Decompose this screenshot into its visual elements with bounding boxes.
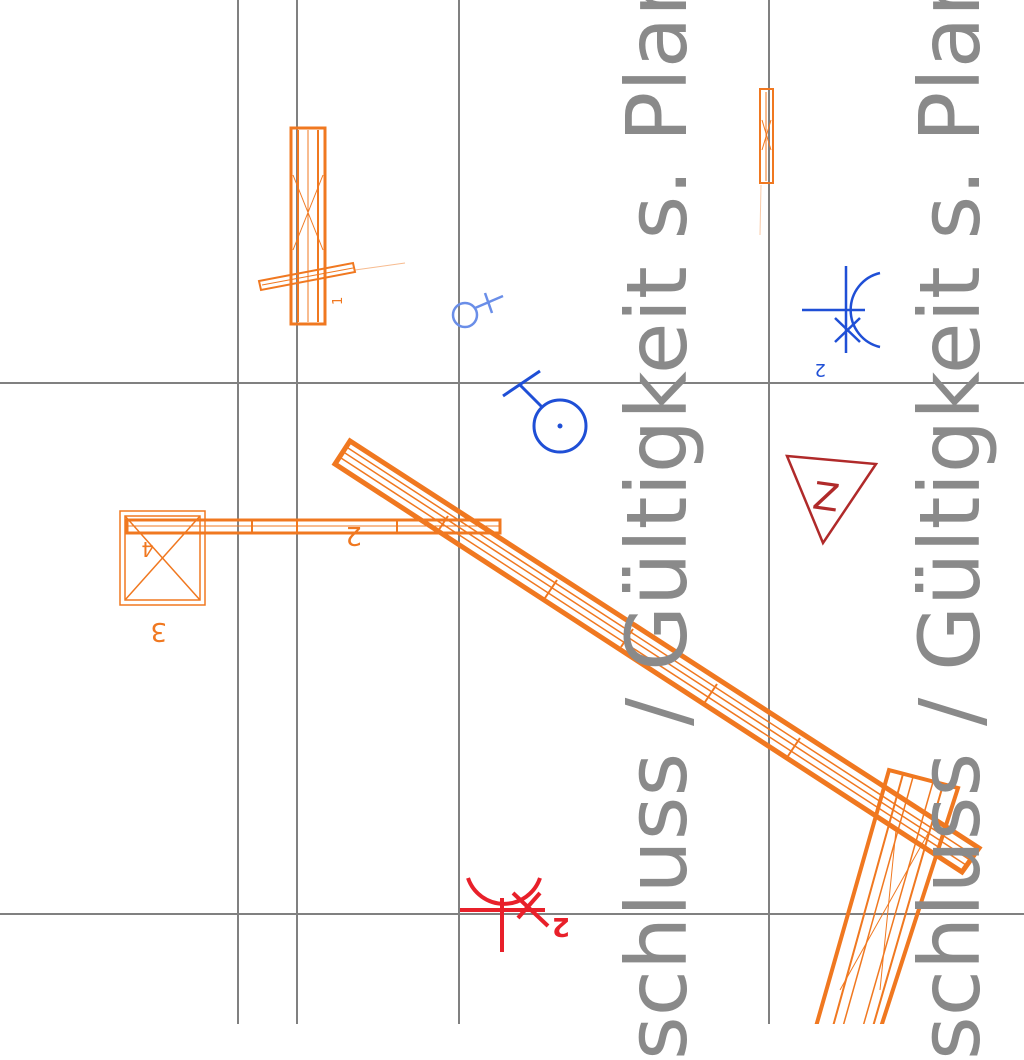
label-2-red: 2 bbox=[552, 911, 570, 941]
watermark-text-left: schluss / Gültigkeit s. Plannu bbox=[608, 0, 706, 1060]
horizontal-beam-element bbox=[125, 518, 502, 535]
slanted-column-element bbox=[814, 767, 961, 1024]
z-triangle-marker: Z bbox=[785, 454, 879, 546]
small-plank-element bbox=[257, 261, 406, 292]
plan-canvas: 1 4 3 2 bbox=[0, 0, 1024, 1024]
vertical-post-element bbox=[289, 126, 327, 326]
z-marker-label: Z bbox=[810, 473, 842, 520]
grid-lines bbox=[0, 0, 1024, 1024]
small-blue-circle-symbol bbox=[451, 292, 504, 329]
red-arc-symbol bbox=[460, 877, 550, 952]
blue-arc-symbol bbox=[802, 266, 881, 353]
label-2-orange: 2 bbox=[345, 520, 362, 550]
diagonal-beam-element bbox=[331, 437, 983, 876]
small-vertical-element bbox=[759, 88, 774, 236]
blue-circle-cross-symbol bbox=[502, 369, 588, 454]
box-element bbox=[119, 510, 206, 606]
label-3: 3 bbox=[150, 616, 167, 646]
watermark-text-right: schluss / Gültigkeit s. Plannu bbox=[901, 0, 999, 1060]
label-4: 4 bbox=[141, 537, 154, 561]
label-2-blue: 2 bbox=[815, 359, 826, 380]
label-1: 1 bbox=[331, 297, 346, 305]
